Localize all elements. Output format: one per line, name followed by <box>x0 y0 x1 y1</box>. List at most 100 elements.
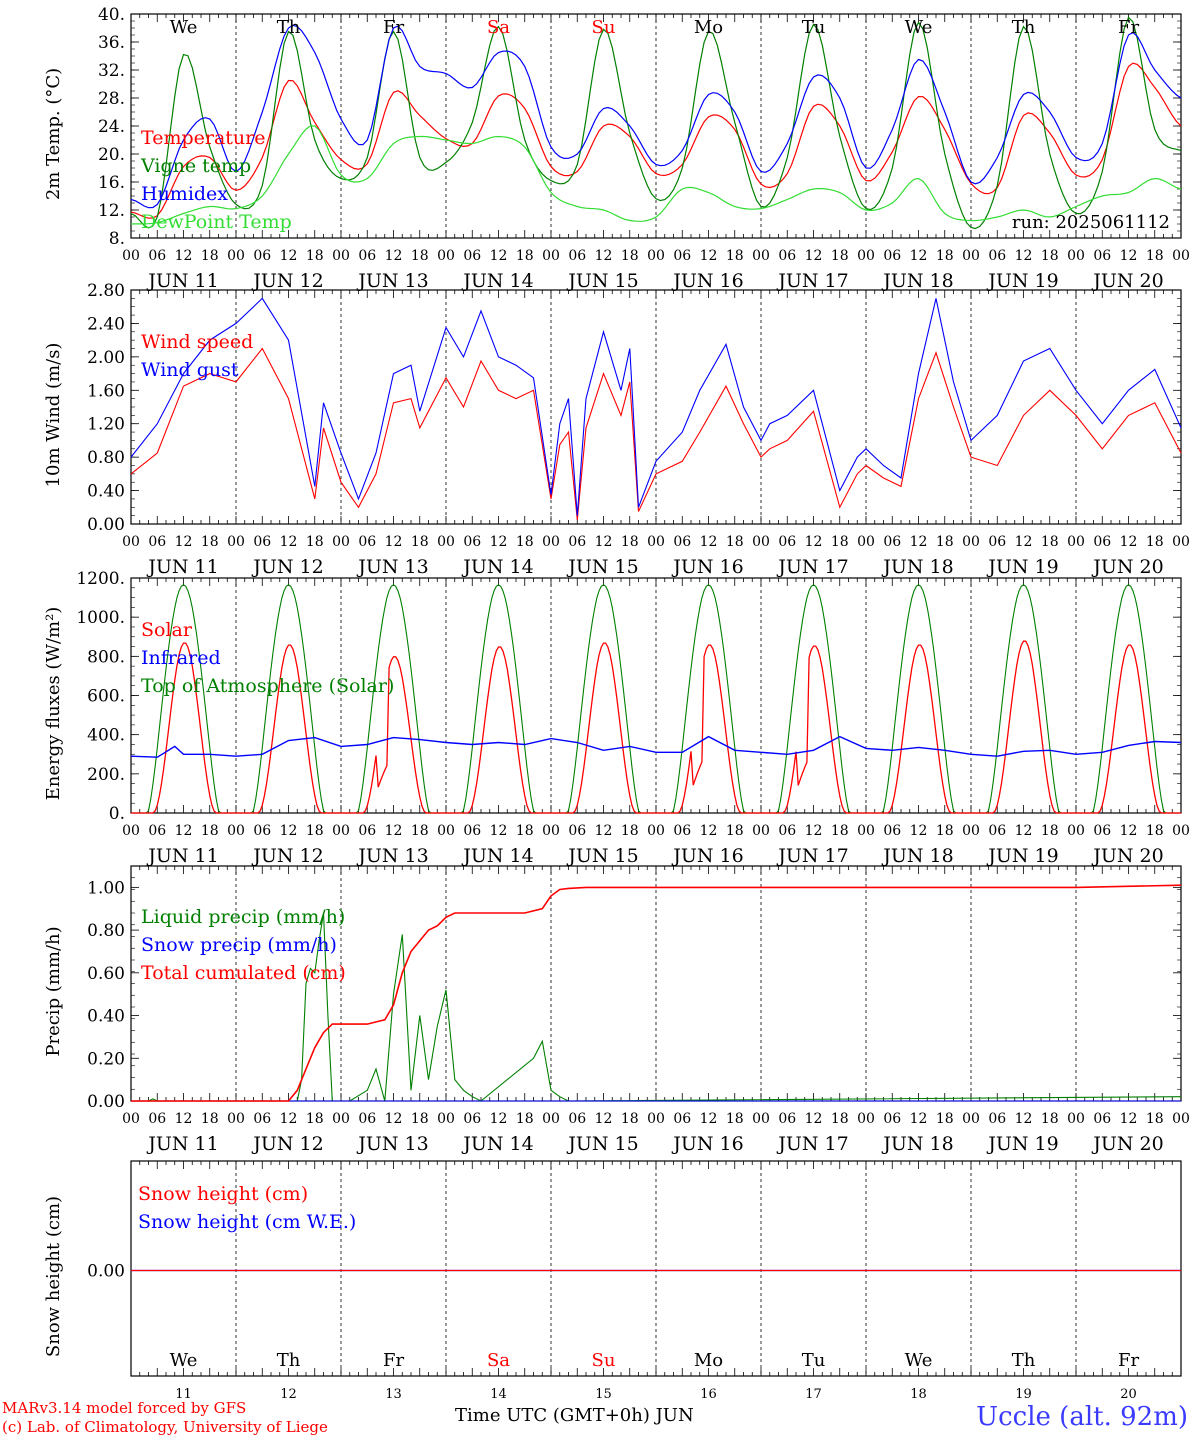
y-tick-label: 0.00 <box>87 1092 125 1112</box>
date-label: JUN 16 <box>671 270 743 292</box>
hour-tick-label: 18 <box>936 823 954 839</box>
hour-tick-label: 12 <box>280 1111 298 1127</box>
footer-copyright: (c) Lab. of Climatology, University of L… <box>2 1418 328 1436</box>
hour-tick-label: 00 <box>1067 534 1085 550</box>
date-label: JUN 17 <box>776 1133 848 1155</box>
hour-tick-label: 18 <box>1146 534 1164 550</box>
legend-temperature: Temperature <box>141 127 265 149</box>
hour-tick-label: 00 <box>857 248 875 264</box>
hour-tick-label: 06 <box>988 248 1006 264</box>
y-tick-label: 2.00 <box>87 348 125 368</box>
hour-tick-label: 18 <box>516 248 534 264</box>
hour-tick-label: 00 <box>542 534 560 550</box>
series-temperature <box>130 62 1182 219</box>
hour-tick-label: 18 <box>411 248 429 264</box>
day-name-label: Su <box>592 1350 616 1371</box>
hour-tick-label: 06 <box>463 1111 481 1127</box>
hour-tick-label: 06 <box>778 534 796 550</box>
date-label: JUN 12 <box>251 270 323 292</box>
hour-tick-label: 06 <box>883 1111 901 1127</box>
hour-tick-label: 12 <box>280 248 298 264</box>
hour-tick-label: 18 <box>726 248 744 264</box>
hour-tick-label: 06 <box>358 1111 376 1127</box>
hour-tick-label: 06 <box>253 248 271 264</box>
hour-tick-label: 06 <box>673 823 691 839</box>
date-label: JUN 19 <box>986 1133 1058 1155</box>
day-number-label: 16 <box>700 1387 717 1402</box>
y-tick-label: 40. <box>98 5 125 25</box>
panel-frame <box>130 13 1182 239</box>
footer-credits: MARv3.14 model forced by GFS (c) Lab. of… <box>2 1399 328 1437</box>
hour-tick-label: 18 <box>1041 1111 1059 1127</box>
day-number-label: 13 <box>385 1387 402 1402</box>
day-name-label: Fr <box>383 17 404 38</box>
hour-tick-label: 00 <box>332 823 350 839</box>
day-name-label: Th <box>277 1350 301 1371</box>
hour-tick-label: 00 <box>1172 823 1190 839</box>
hour-tick-label: 12 <box>700 823 718 839</box>
day-name-label: Tu <box>802 1350 826 1371</box>
y-tick-label: 0.80 <box>87 448 125 468</box>
date-label: JUN 14 <box>461 1133 533 1155</box>
hour-tick-label: 18 <box>1041 248 1059 264</box>
hour-tick-label: 12 <box>910 823 928 839</box>
legend-total-cumulated-cm-: Total cumulated (cm) <box>141 962 346 984</box>
y-tick-label: 1.60 <box>87 381 125 401</box>
hour-tick-label: 06 <box>253 1111 271 1127</box>
day-name-label: We <box>905 1350 933 1371</box>
hour-tick-label: 12 <box>1015 1111 1033 1127</box>
hour-tick-label: 00 <box>962 1111 980 1127</box>
date-label: JUN 11 <box>146 845 218 867</box>
hour-tick-label: 12 <box>910 1111 928 1127</box>
hour-tick-label: 18 <box>726 1111 744 1127</box>
day-name-label: Tu <box>802 17 826 38</box>
date-label: JUN 13 <box>356 556 428 578</box>
legend-top-of-atmosphere-solar-: Top of Atmosphere (Solar) <box>141 675 394 697</box>
hour-tick-label: 12 <box>805 534 823 550</box>
hour-tick-label: 00 <box>962 823 980 839</box>
date-label: JUN 13 <box>356 845 428 867</box>
hour-tick-label: 18 <box>411 823 429 839</box>
hour-tick-label: 00 <box>437 248 455 264</box>
y-axis-label: Energy fluxes (W/m²) <box>43 607 64 801</box>
legend-vigne-temp: Vigne temp <box>140 155 251 177</box>
hour-tick-label: 12 <box>280 534 298 550</box>
hour-tick-label: 12 <box>595 823 613 839</box>
hour-tick-label: 00 <box>752 248 770 264</box>
hour-tick-label: 06 <box>988 823 1006 839</box>
hour-tick-label: 18 <box>831 1111 849 1127</box>
y-tick-label: 0.40 <box>87 482 125 502</box>
hour-tick-label: 18 <box>1146 1111 1164 1127</box>
y-tick-label: 0.80 <box>87 921 125 941</box>
hour-tick-label: 18 <box>516 823 534 839</box>
y-tick-label: 0. <box>109 804 125 824</box>
hour-tick-label: 18 <box>1146 248 1164 264</box>
time-axis-label: Time UTC (GMT+0h) JUN <box>455 1405 694 1426</box>
hour-tick-label: 00 <box>1172 1111 1190 1127</box>
day-number-label: 20 <box>1120 1387 1137 1402</box>
hour-tick-label: 12 <box>490 823 508 839</box>
hour-tick-label: 18 <box>621 534 639 550</box>
hour-tick-label: 12 <box>805 1111 823 1127</box>
date-label: JUN 14 <box>461 845 533 867</box>
day-number-label: 15 <box>595 1387 612 1402</box>
hour-tick-label: 06 <box>778 1111 796 1127</box>
legend-infrared: Infrared <box>141 647 221 669</box>
hour-tick-label: 00 <box>227 1111 245 1127</box>
hour-tick-label: 12 <box>175 823 193 839</box>
series-wind-speed <box>130 347 1182 520</box>
hour-tick-label: 06 <box>568 1111 586 1127</box>
series-total-cumulated-cm- <box>131 884 1182 1102</box>
hour-tick-label: 18 <box>621 1111 639 1127</box>
y-axis-label: Snow height (cm) <box>43 1196 64 1357</box>
date-label: JUN 15 <box>566 270 638 292</box>
run-label: run: 2025061112 <box>1012 212 1170 233</box>
y-tick-label: 1000. <box>76 608 125 628</box>
y-tick-label: 2.40 <box>87 314 125 334</box>
date-label: JUN 11 <box>146 270 218 292</box>
hour-tick-label: 18 <box>621 823 639 839</box>
hour-tick-label: 12 <box>1120 1111 1138 1127</box>
hour-tick-label: 00 <box>332 248 350 264</box>
hour-tick-label: 18 <box>936 534 954 550</box>
legend-snow-precip-mm-h-: Snow precip (mm/h) <box>141 934 337 956</box>
